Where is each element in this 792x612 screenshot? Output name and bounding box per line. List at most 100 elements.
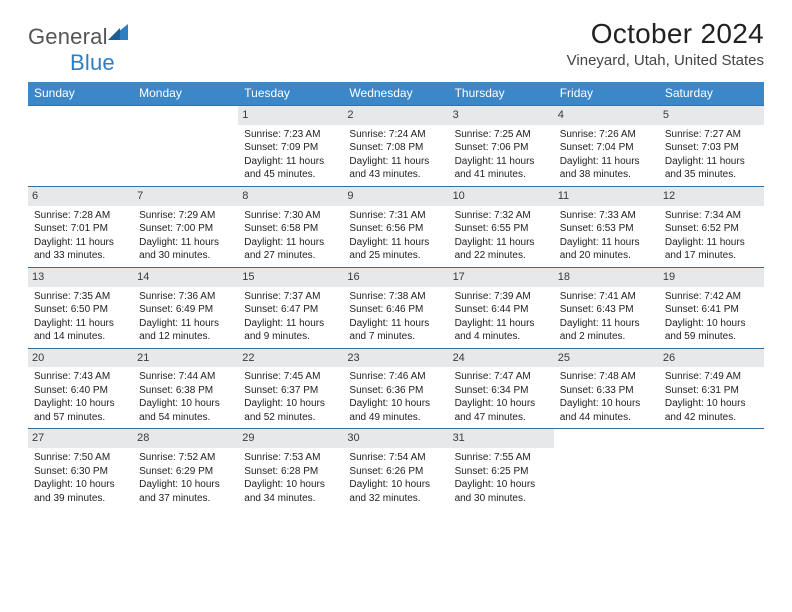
day-entry: Sunrise: 7:39 AMSunset: 6:44 PMDaylight:…: [455, 290, 550, 344]
day-entry: Sunrise: 7:31 AMSunset: 6:56 PMDaylight:…: [349, 209, 444, 263]
calendar-cell: 11 Sunrise: 7:33 AMSunset: 6:53 PMDayligh…: [554, 186, 659, 267]
day-entry: Sunrise: 7:43 AMSunset: 6:40 PMDaylight:…: [34, 370, 129, 424]
day-number: 18: [554, 268, 659, 287]
calendar-cell: 6 Sunrise: 7:28 AMSunset: 7:01 PMDaylight…: [28, 186, 133, 267]
day-number: 5: [659, 106, 764, 125]
calendar-cell: 5 Sunrise: 7:27 AMSunset: 7:03 PMDaylight…: [659, 106, 764, 187]
calendar-cell: 2 Sunrise: 7:24 AMSunset: 7:08 PMDaylight…: [343, 106, 448, 187]
logo-word-blue: Blue: [70, 50, 115, 75]
day-number: 8: [238, 187, 343, 206]
calendar-cell: 1Sunrise: 7:23 AMSunset: 7:09 PMDaylight…: [238, 106, 343, 187]
weekday-header: Wednesday: [343, 82, 448, 106]
day-number: 22: [238, 349, 343, 368]
day-entry: Sunrise: 7:52 AMSunset: 6:29 PMDaylight:…: [139, 451, 234, 505]
calendar-cell: 31 Sunrise: 7:55 AMSunset: 6:25 PMDayligh…: [449, 429, 554, 509]
calendar-cell: 27 Sunrise: 7:50 AMSunset: 6:30 PMDayligh…: [28, 429, 133, 509]
page: General Blue October 2024 Vineyard, Utah…: [0, 0, 792, 509]
calendar-row: 6 Sunrise: 7:28 AMSunset: 7:01 PMDaylight…: [28, 186, 764, 267]
day-entry: Sunrise: 7:44 AMSunset: 6:38 PMDaylight:…: [139, 370, 234, 424]
day-entry: Sunrise: 7:46 AMSunset: 6:36 PMDaylight:…: [349, 370, 444, 424]
calendar-cell: 29 Sunrise: 7:53 AMSunset: 6:28 PMDayligh…: [238, 429, 343, 509]
calendar-cell: [28, 106, 133, 187]
day-entry: Sunrise: 7:53 AMSunset: 6:28 PMDaylight:…: [244, 451, 339, 505]
day-entry: Sunrise: 7:48 AMSunset: 6:33 PMDaylight:…: [560, 370, 655, 424]
month-title: October 2024: [567, 18, 764, 50]
day-number: 17: [449, 268, 554, 287]
day-number: 25: [554, 349, 659, 368]
weekday-header: Thursday: [449, 82, 554, 106]
day-number: 9: [343, 187, 448, 206]
calendar-cell: 24Sunrise: 7:47 AMSunset: 6:34 PMDayligh…: [449, 348, 554, 429]
day-number: 30: [343, 429, 448, 448]
day-entry: Sunrise: 7:45 AMSunset: 6:37 PMDaylight:…: [244, 370, 339, 424]
calendar-row: 13Sunrise: 7:35 AMSunset: 6:50 PMDayligh…: [28, 267, 764, 348]
day-entry: Sunrise: 7:50 AMSunset: 6:30 PMDaylight:…: [34, 451, 129, 505]
weekday-header: Saturday: [659, 82, 764, 106]
day-entry: Sunrise: 7:27 AMSunset: 7:03 PMDaylight:…: [665, 128, 760, 182]
day-number: 27: [28, 429, 133, 448]
calendar-cell: 14 Sunrise: 7:36 AMSunset: 6:49 PMDayligh…: [133, 267, 238, 348]
calendar-cell: 22 Sunrise: 7:45 AMSunset: 6:37 PMDayligh…: [238, 348, 343, 429]
day-entry: Sunrise: 7:28 AMSunset: 7:01 PMDaylight:…: [34, 209, 129, 263]
logo-text: General Blue: [28, 24, 128, 76]
day-number: 2: [343, 106, 448, 125]
calendar-cell: 15Sunrise: 7:37 AMSunset: 6:47 PMDayligh…: [238, 267, 343, 348]
calendar-cell: 30 Sunrise: 7:54 AMSunset: 6:26 PMDayligh…: [343, 429, 448, 509]
day-number: 19: [659, 268, 764, 287]
day-entry: Sunrise: 7:32 AMSunset: 6:55 PMDaylight:…: [455, 209, 550, 263]
day-entry: Sunrise: 7:55 AMSunset: 6:25 PMDaylight:…: [455, 451, 550, 505]
calendar-row: 27 Sunrise: 7:50 AMSunset: 6:30 PMDayligh…: [28, 429, 764, 509]
weekday-header: Tuesday: [238, 82, 343, 106]
calendar-row: 20 Sunrise: 7:43 AMSunset: 6:40 PMDayligh…: [28, 348, 764, 429]
day-number: 21: [133, 349, 238, 368]
calendar-cell: 10Sunrise: 7:32 AMSunset: 6:55 PMDayligh…: [449, 186, 554, 267]
day-entry: Sunrise: 7:25 AMSunset: 7:06 PMDaylight:…: [455, 128, 550, 182]
weekday-header: Monday: [133, 82, 238, 106]
location: Vineyard, Utah, United States: [567, 52, 764, 69]
header: General Blue October 2024 Vineyard, Utah…: [28, 18, 764, 76]
day-number: 6: [28, 187, 133, 206]
calendar-cell: 18 Sunrise: 7:41 AMSunset: 6:43 PMDayligh…: [554, 267, 659, 348]
calendar-cell: 16 Sunrise: 7:38 AMSunset: 6:46 PMDayligh…: [343, 267, 448, 348]
calendar-body: 1Sunrise: 7:23 AMSunset: 7:09 PMDaylight…: [28, 106, 764, 510]
day-entry: Sunrise: 7:23 AMSunset: 7:09 PMDaylight:…: [244, 128, 339, 182]
calendar-cell: 13Sunrise: 7:35 AMSunset: 6:50 PMDayligh…: [28, 267, 133, 348]
day-entry: Sunrise: 7:54 AMSunset: 6:26 PMDaylight:…: [349, 451, 444, 505]
day-entry: Sunrise: 7:41 AMSunset: 6:43 PMDaylight:…: [560, 290, 655, 344]
calendar-cell: 4 Sunrise: 7:26 AMSunset: 7:04 PMDaylight…: [554, 106, 659, 187]
calendar-cell: [554, 429, 659, 509]
day-number: 28: [133, 429, 238, 448]
day-entry: Sunrise: 7:36 AMSunset: 6:49 PMDaylight:…: [139, 290, 234, 344]
calendar-cell: 9 Sunrise: 7:31 AMSunset: 6:56 PMDaylight…: [343, 186, 448, 267]
day-number: 7: [133, 187, 238, 206]
day-entry: Sunrise: 7:49 AMSunset: 6:31 PMDaylight:…: [665, 370, 760, 424]
sail-icon: [108, 24, 128, 40]
day-number: 11: [554, 187, 659, 206]
calendar-cell: 7Sunrise: 7:29 AMSunset: 7:00 PMDaylight…: [133, 186, 238, 267]
calendar-cell: 25 Sunrise: 7:48 AMSunset: 6:33 PMDayligh…: [554, 348, 659, 429]
day-entry: Sunrise: 7:30 AMSunset: 6:58 PMDaylight:…: [244, 209, 339, 263]
day-number: 16: [343, 268, 448, 287]
day-number: 14: [133, 268, 238, 287]
day-entry: Sunrise: 7:38 AMSunset: 6:46 PMDaylight:…: [349, 290, 444, 344]
logo-word-general: General: [28, 24, 108, 49]
day-entry: Sunrise: 7:24 AMSunset: 7:08 PMDaylight:…: [349, 128, 444, 182]
day-number: 12: [659, 187, 764, 206]
weekday-header: Sunday: [28, 82, 133, 106]
calendar-cell: 3 Sunrise: 7:25 AMSunset: 7:06 PMDaylight…: [449, 106, 554, 187]
day-entry: Sunrise: 7:33 AMSunset: 6:53 PMDaylight:…: [560, 209, 655, 263]
day-number: 3: [449, 106, 554, 125]
day-number: 20: [28, 349, 133, 368]
day-entry: Sunrise: 7:26 AMSunset: 7:04 PMDaylight:…: [560, 128, 655, 182]
day-entry: Sunrise: 7:34 AMSunset: 6:52 PMDaylight:…: [665, 209, 760, 263]
day-number: 31: [449, 429, 554, 448]
day-entry: Sunrise: 7:35 AMSunset: 6:50 PMDaylight:…: [34, 290, 129, 344]
calendar-cell: 8 Sunrise: 7:30 AMSunset: 6:58 PMDaylight…: [238, 186, 343, 267]
day-number: 29: [238, 429, 343, 448]
calendar-cell: 20 Sunrise: 7:43 AMSunset: 6:40 PMDayligh…: [28, 348, 133, 429]
calendar-cell: 21 Sunrise: 7:44 AMSunset: 6:38 PMDayligh…: [133, 348, 238, 429]
day-number: 4: [554, 106, 659, 125]
calendar-cell: 26Sunrise: 7:49 AMSunset: 6:31 PMDayligh…: [659, 348, 764, 429]
calendar-cell: 12 Sunrise: 7:34 AMSunset: 6:52 PMDayligh…: [659, 186, 764, 267]
logo: General Blue: [28, 24, 128, 76]
